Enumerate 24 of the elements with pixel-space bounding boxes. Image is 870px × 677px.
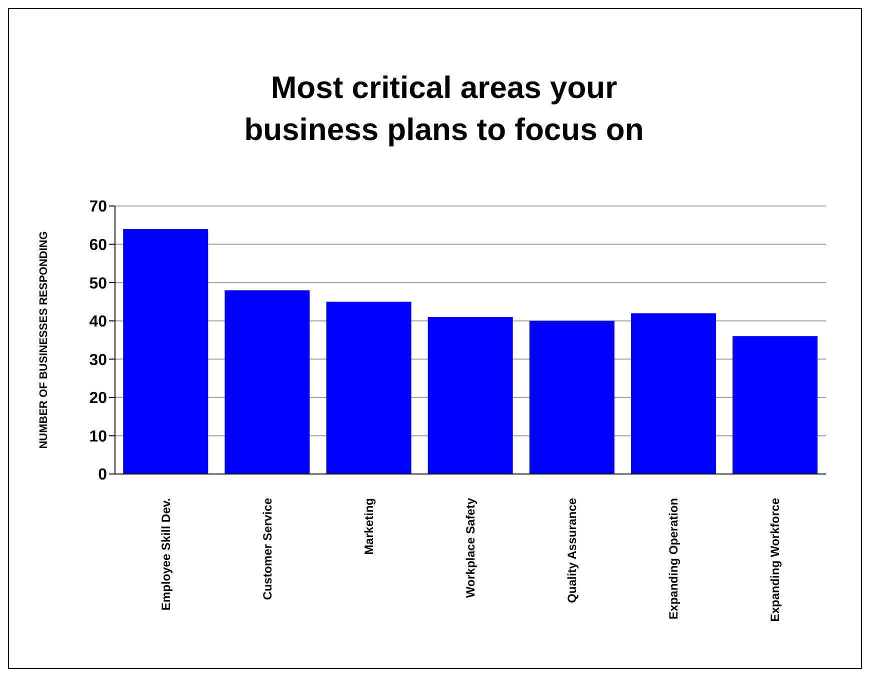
x-tick-label: Employee Skill Dev. — [158, 498, 173, 610]
bar — [326, 302, 412, 474]
chart-title: Most critical areas your business plans to focus on — [243, 69, 645, 149]
x-tick-label: Customer Service — [260, 498, 274, 600]
y-tick-label: 0 — [98, 466, 108, 484]
y-tick-label: 20 — [89, 390, 108, 408]
y-tick-label: 10 — [89, 428, 108, 446]
bar — [732, 336, 818, 474]
y-tick-label: 70 — [89, 198, 108, 216]
bar — [428, 317, 513, 474]
bar — [123, 228, 208, 474]
y-tick-label: 40 — [89, 314, 108, 331]
y-tick-label: 50 — [89, 275, 108, 292]
x-tick-label: Quality Assurance — [565, 498, 580, 603]
y-axis-title: NUMBER OF BUSINESSES RESPONDING — [38, 231, 50, 449]
x-tick-label: Expanding Operation — [666, 498, 681, 620]
bar — [529, 320, 614, 474]
x-tick-label: Workplace Safety — [464, 498, 478, 598]
x-tick-label: Expanding Workforce — [768, 498, 782, 622]
x-tick-label: Marketing — [362, 498, 376, 555]
bar — [224, 290, 310, 474]
bar — [630, 313, 716, 474]
y-tick-label: 60 — [89, 236, 108, 254]
y-tick-label: 30 — [89, 352, 108, 369]
